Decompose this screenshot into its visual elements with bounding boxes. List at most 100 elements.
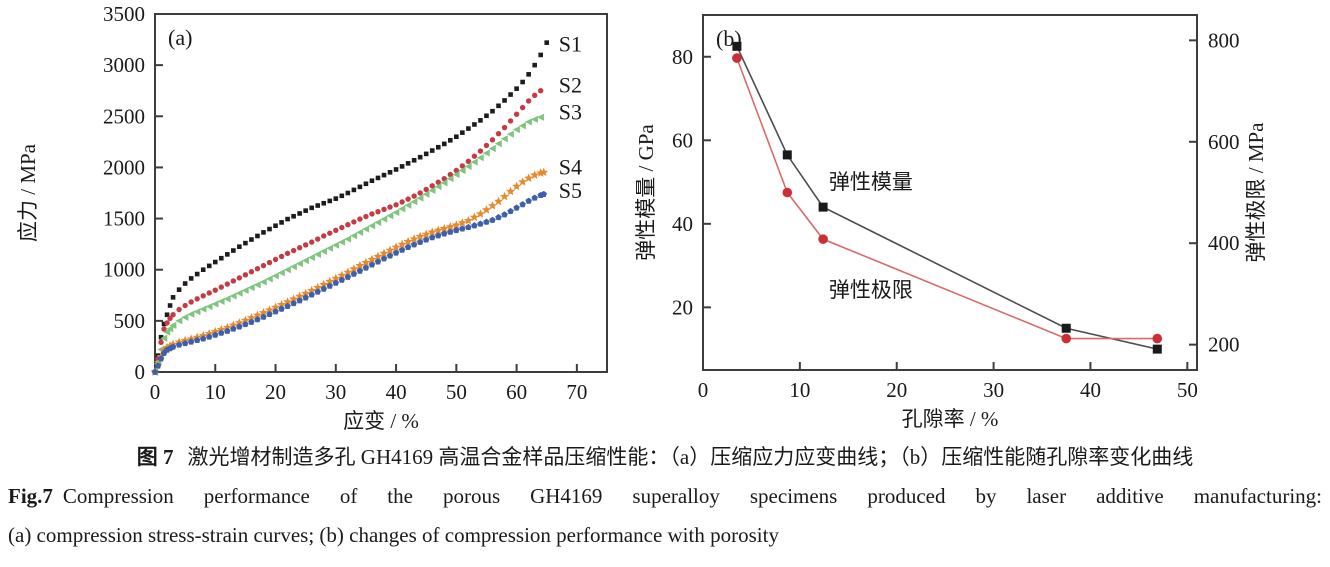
square-marker bbox=[514, 86, 519, 91]
square-marker bbox=[393, 167, 399, 172]
square-marker bbox=[273, 223, 278, 229]
pentagon-marker bbox=[224, 327, 231, 334]
star-marker bbox=[240, 315, 250, 325]
circle-marker bbox=[284, 250, 291, 257]
star-marker bbox=[433, 225, 443, 235]
square-marker bbox=[212, 259, 218, 265]
square-marker bbox=[448, 138, 453, 143]
circle-marker bbox=[339, 224, 345, 231]
figure-caption: 图 7 激光增材制造多孔 GH4169 高温合金样品压缩性能：（a）压缩应力应变曲… bbox=[0, 432, 1330, 555]
triangle-left-marker bbox=[163, 328, 171, 336]
pentagon-marker bbox=[187, 338, 195, 345]
triangle-left-marker bbox=[338, 238, 346, 246]
triangle-left-marker bbox=[404, 201, 412, 209]
pentagon-marker bbox=[175, 341, 183, 348]
circle-marker bbox=[242, 272, 249, 278]
triangle-left-marker bbox=[518, 122, 526, 130]
star-marker bbox=[487, 201, 498, 210]
pentagon-marker bbox=[489, 216, 496, 223]
circle-marker bbox=[405, 196, 411, 202]
x-tick-label: 30 bbox=[983, 378, 1004, 402]
pentagon-marker bbox=[398, 246, 406, 253]
square-marker bbox=[532, 62, 537, 68]
square-marker bbox=[454, 134, 459, 140]
square-marker bbox=[466, 126, 471, 131]
pentagon-marker bbox=[368, 261, 376, 268]
x-tick-label: 50 bbox=[1177, 378, 1198, 402]
pentagon-marker bbox=[296, 297, 303, 304]
star-marker bbox=[427, 227, 437, 236]
figure-charts-canvas: 0 10 20 30 40 50 60 700500100015002000250030003… bbox=[16, 2, 1268, 432]
triangle-left-marker bbox=[362, 225, 370, 233]
x-tick-label: 60 bbox=[506, 380, 527, 404]
circle-marker bbox=[471, 153, 478, 159]
square-marker bbox=[225, 252, 230, 257]
series-弹性模量: 弹性模量 bbox=[732, 41, 1162, 354]
circle-marker bbox=[278, 253, 285, 260]
square-marker bbox=[194, 271, 200, 277]
series-end-label: S5 bbox=[559, 178, 582, 203]
pentagon-marker bbox=[483, 218, 490, 225]
chart-b: 0 10 20 30 40 50 20 40 60 80 200 400 600 800 孔隙率 / % 弹性… bbox=[634, 14, 1268, 431]
star-marker bbox=[415, 231, 425, 241]
star-marker bbox=[331, 273, 341, 283]
square-marker bbox=[417, 154, 423, 160]
circle-marker bbox=[441, 175, 447, 182]
circle-marker bbox=[435, 179, 441, 185]
circle-marker bbox=[158, 339, 164, 346]
square-marker bbox=[369, 178, 375, 184]
y-axis-title-left: 应力 / MPa bbox=[16, 143, 40, 242]
y-axis-ticks-left: 0 500 1000 1500 2000 2500 3000 3500 bbox=[103, 2, 163, 384]
star-marker bbox=[481, 205, 491, 214]
y-tick-label-right: 400 bbox=[1208, 231, 1240, 255]
triangle-left-marker bbox=[536, 113, 544, 121]
x-tick-label: 20 bbox=[265, 380, 286, 404]
square-marker bbox=[303, 208, 308, 213]
series-end-label: S3 bbox=[559, 100, 582, 125]
y-tick-label: 1500 bbox=[103, 207, 145, 231]
triangle-left-marker bbox=[506, 130, 514, 138]
square-marker bbox=[279, 220, 284, 225]
triangle-left-marker bbox=[199, 305, 207, 313]
pentagon-marker bbox=[519, 201, 526, 208]
star-marker bbox=[271, 302, 281, 312]
triangle-left-marker bbox=[295, 260, 303, 268]
square-marker bbox=[237, 244, 242, 249]
pentagon-marker bbox=[404, 243, 412, 250]
pentagon-marker bbox=[392, 249, 400, 256]
triangle-left-marker bbox=[241, 286, 249, 294]
square-marker bbox=[429, 148, 435, 153]
square-marker bbox=[496, 103, 501, 109]
square-marker bbox=[167, 303, 173, 308]
y-tick-label: 80 bbox=[672, 45, 693, 69]
y-tick-label: 0 bbox=[135, 360, 146, 384]
star-marker bbox=[228, 320, 238, 330]
pentagon-marker bbox=[507, 207, 514, 215]
triangle-left-marker bbox=[452, 171, 460, 179]
pentagon-marker bbox=[410, 241, 418, 248]
pentagon-marker bbox=[386, 252, 394, 259]
star-marker bbox=[325, 276, 335, 286]
circle-marker bbox=[212, 287, 218, 293]
circle-marker bbox=[230, 278, 237, 284]
star-marker bbox=[403, 236, 413, 246]
pentagon-marker bbox=[435, 232, 442, 239]
circle-marker bbox=[218, 284, 224, 290]
series-end-label: S2 bbox=[559, 73, 582, 98]
circle-marker bbox=[206, 290, 212, 296]
square-marker bbox=[200, 267, 206, 273]
triangle-left-marker bbox=[500, 135, 508, 143]
triangle-left-marker bbox=[434, 183, 442, 191]
star-marker bbox=[204, 328, 214, 338]
pentagon-marker bbox=[453, 226, 460, 234]
circle-marker bbox=[818, 234, 828, 244]
triangle-left-marker bbox=[488, 144, 496, 153]
triangle-left-marker bbox=[326, 244, 334, 252]
y-axis-ticks-left: 20 40 60 80 bbox=[672, 45, 711, 319]
circle-marker bbox=[302, 242, 309, 248]
pentagon-marker bbox=[212, 331, 219, 338]
circle-marker bbox=[1152, 333, 1163, 344]
star-marker bbox=[518, 177, 528, 186]
square-marker bbox=[182, 281, 188, 286]
star-marker bbox=[530, 170, 540, 179]
